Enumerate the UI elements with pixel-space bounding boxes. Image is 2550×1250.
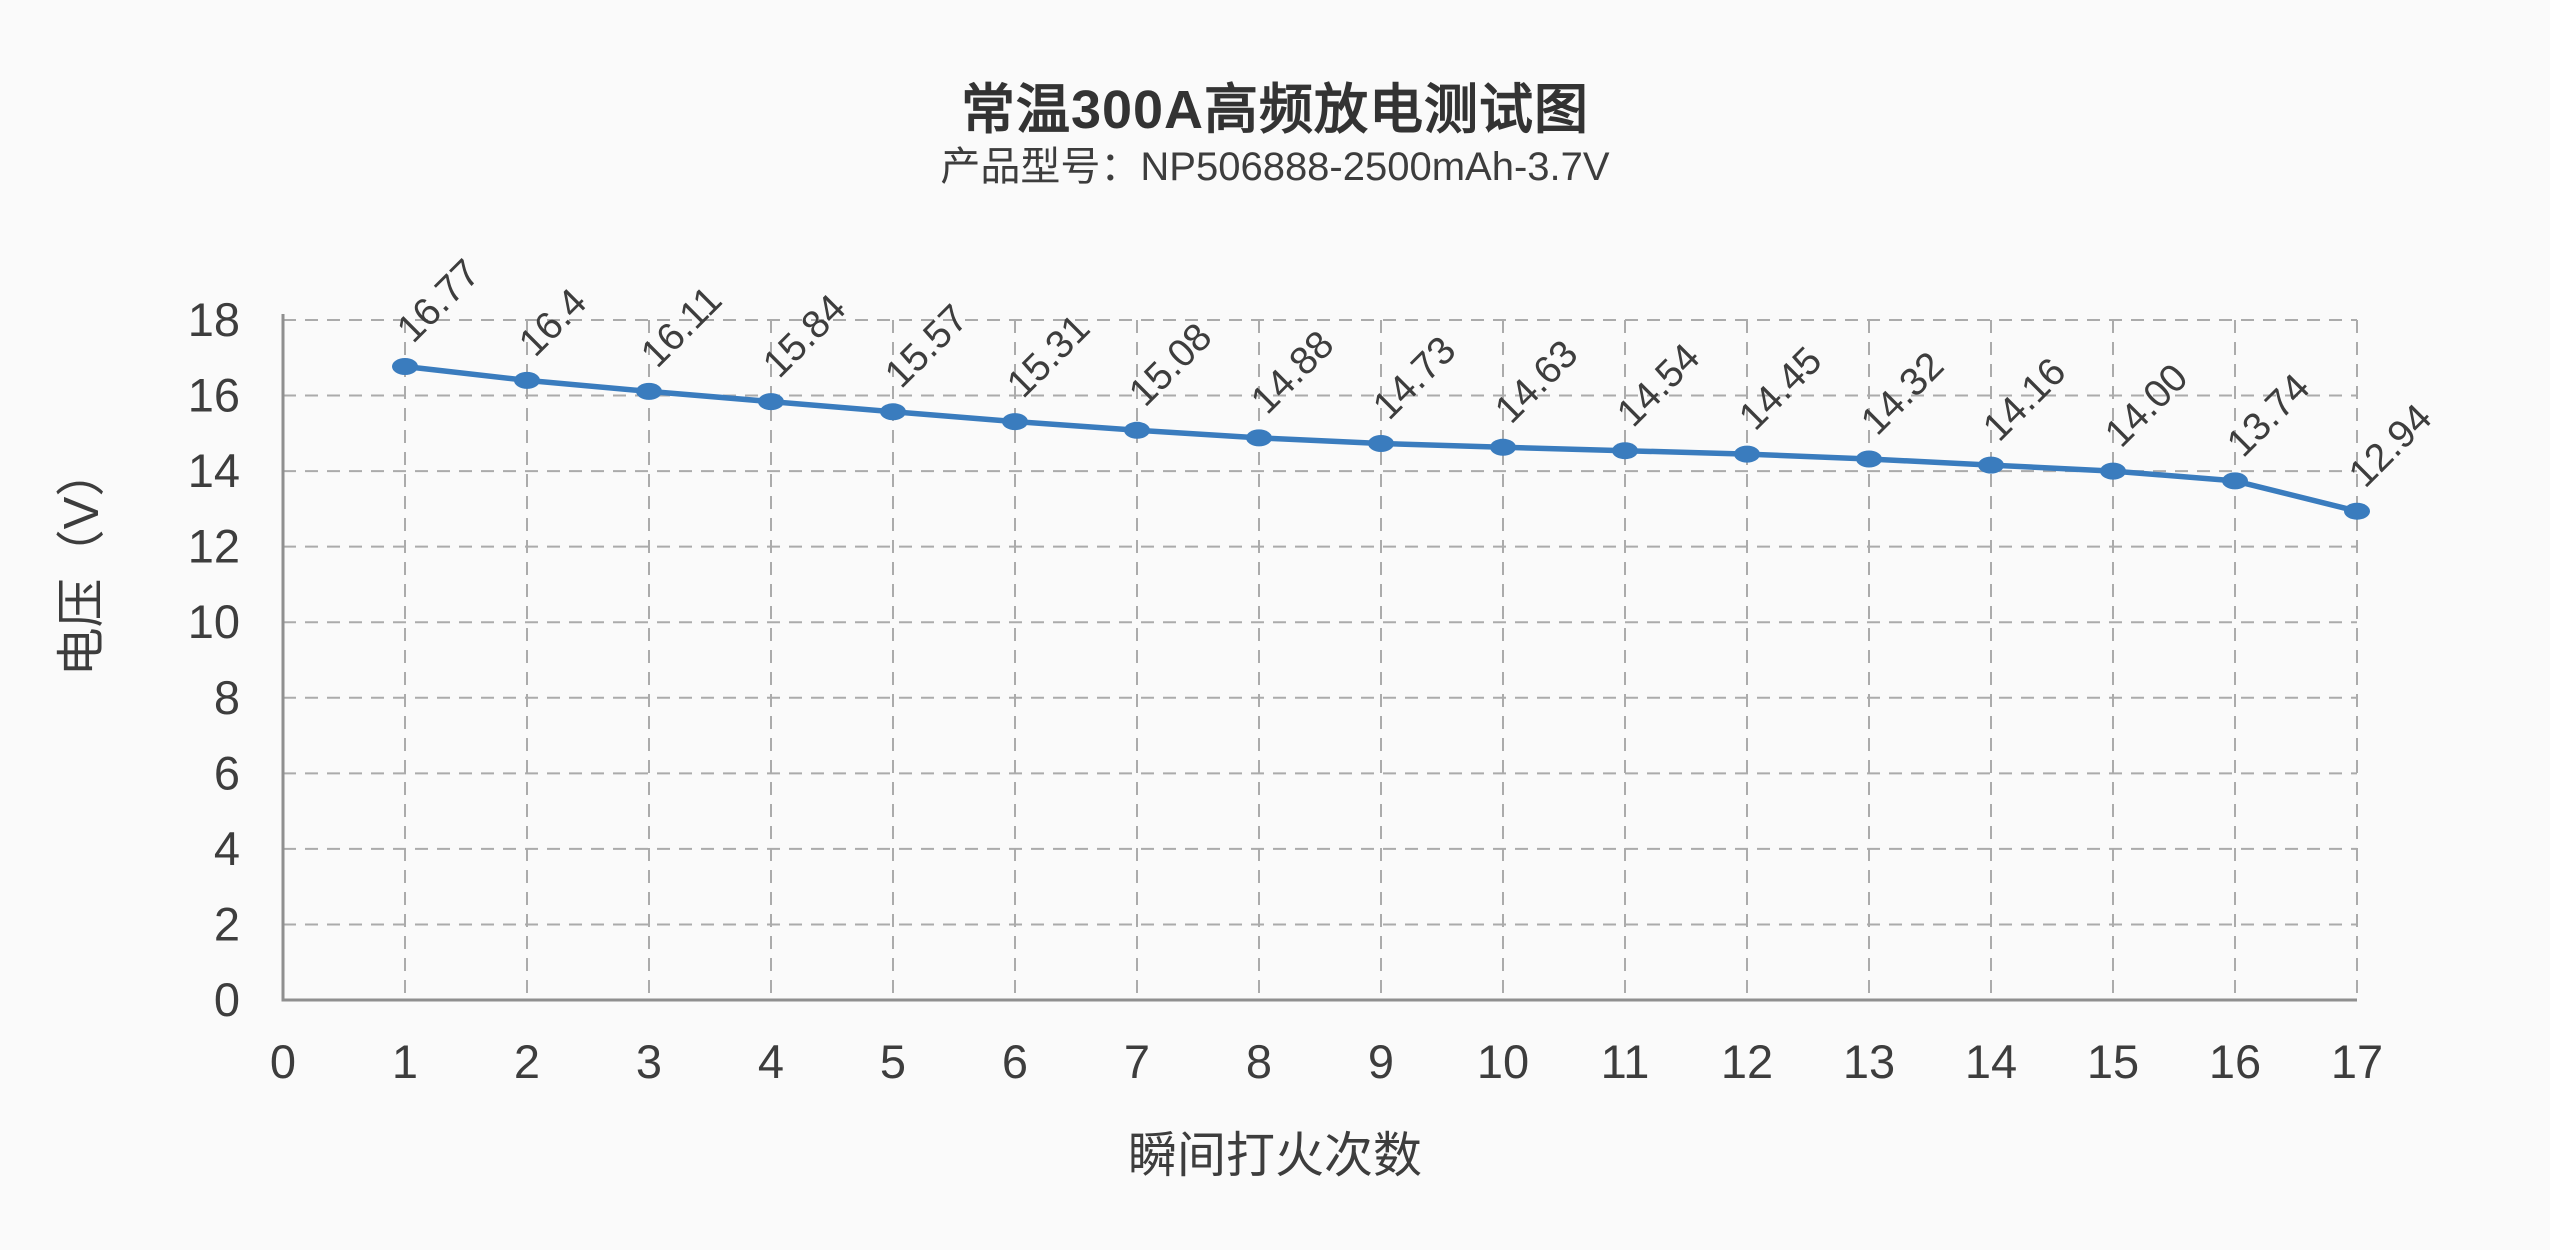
data-point-marker	[1978, 456, 2004, 474]
x-tick-label: 6	[1002, 1035, 1028, 1088]
x-tick-label: 15	[2087, 1035, 2139, 1088]
data-point-marker	[1612, 442, 1638, 460]
x-tick-label: 11	[1601, 1035, 1650, 1088]
y-tick-label: 2	[214, 897, 240, 950]
data-point-label: 16.77	[389, 251, 488, 350]
data-point-marker	[636, 382, 662, 400]
data-point-label: 14.45	[1731, 339, 1830, 438]
x-tick-label: 2	[514, 1035, 540, 1088]
x-tick-label: 8	[1246, 1035, 1272, 1088]
data-point-label: 15.57	[877, 297, 976, 396]
chart-title: 常温300A高频放电测试图	[960, 80, 1590, 140]
x-tick-label: 7	[1124, 1035, 1150, 1088]
x-tick-label: 9	[1368, 1035, 1394, 1088]
x-axis-title: 瞬间打火次数	[1128, 1129, 1422, 1183]
data-point-label: 14.00	[2097, 356, 2196, 455]
data-point-marker	[758, 393, 784, 411]
y-tick-label: 8	[214, 671, 240, 724]
y-axis-title: 电压（V）	[55, 448, 109, 677]
data-point-marker	[1002, 413, 1028, 431]
x-tick-label: 1	[392, 1035, 418, 1088]
x-tick-label: 17	[2331, 1035, 2383, 1088]
data-point-label: 14.32	[1853, 344, 1952, 443]
x-tick-label: 0	[270, 1035, 296, 1088]
x-tick-label: 13	[1843, 1035, 1895, 1088]
y-tick-label: 6	[214, 746, 240, 799]
data-point-label: 14.54	[1609, 336, 1708, 435]
data-point-label: 14.73	[1365, 328, 1464, 427]
data-point-marker	[2344, 502, 2370, 520]
data-point-label: 13.74	[2219, 366, 2318, 465]
data-point-label: 16.11	[633, 278, 730, 375]
data-point-marker	[1734, 445, 1760, 463]
y-tick-label: 14	[188, 444, 240, 497]
x-tick-label: 16	[2209, 1035, 2261, 1088]
y-tick-label: 12	[188, 520, 240, 573]
data-point-label: 15.84	[755, 287, 854, 386]
data-point-marker	[1124, 421, 1150, 439]
chart-subtitle: 产品型号：NP506888-2500mAh-3.7V	[940, 145, 1610, 189]
data-point-marker	[1856, 450, 1882, 468]
y-tick-label: 0	[214, 973, 240, 1026]
data-point-marker	[514, 371, 540, 389]
data-point-marker	[1490, 438, 1516, 456]
data-point-label: 14.16	[1975, 350, 2074, 449]
data-point-marker	[2100, 462, 2126, 480]
x-tick-label: 12	[1721, 1035, 1773, 1088]
y-tick-label: 18	[188, 293, 240, 346]
data-point-marker	[1246, 429, 1272, 447]
data-point-label: 15.08	[1121, 315, 1220, 414]
data-point-label: 12.94	[2341, 396, 2440, 495]
y-tick-label: 4	[214, 822, 240, 875]
data-point-marker	[1368, 435, 1394, 452]
x-tick-label: 14	[1965, 1035, 2017, 1088]
data-point-label: 14.88	[1243, 323, 1342, 422]
y-tick-label: 10	[188, 595, 240, 648]
y-tick-label: 16	[188, 369, 240, 422]
x-tick-label: 4	[758, 1035, 784, 1088]
data-point-label: 14.63	[1487, 332, 1586, 431]
data-point-marker	[880, 403, 906, 421]
data-point-marker	[392, 358, 418, 375]
x-tick-label: 3	[636, 1035, 662, 1088]
data-point-marker	[2222, 472, 2248, 490]
x-tick-label: 5	[880, 1035, 906, 1088]
data-point-label: 15.31	[999, 307, 1098, 406]
data-point-label: 16.4	[511, 281, 595, 365]
x-tick-label: 10	[1477, 1035, 1529, 1088]
